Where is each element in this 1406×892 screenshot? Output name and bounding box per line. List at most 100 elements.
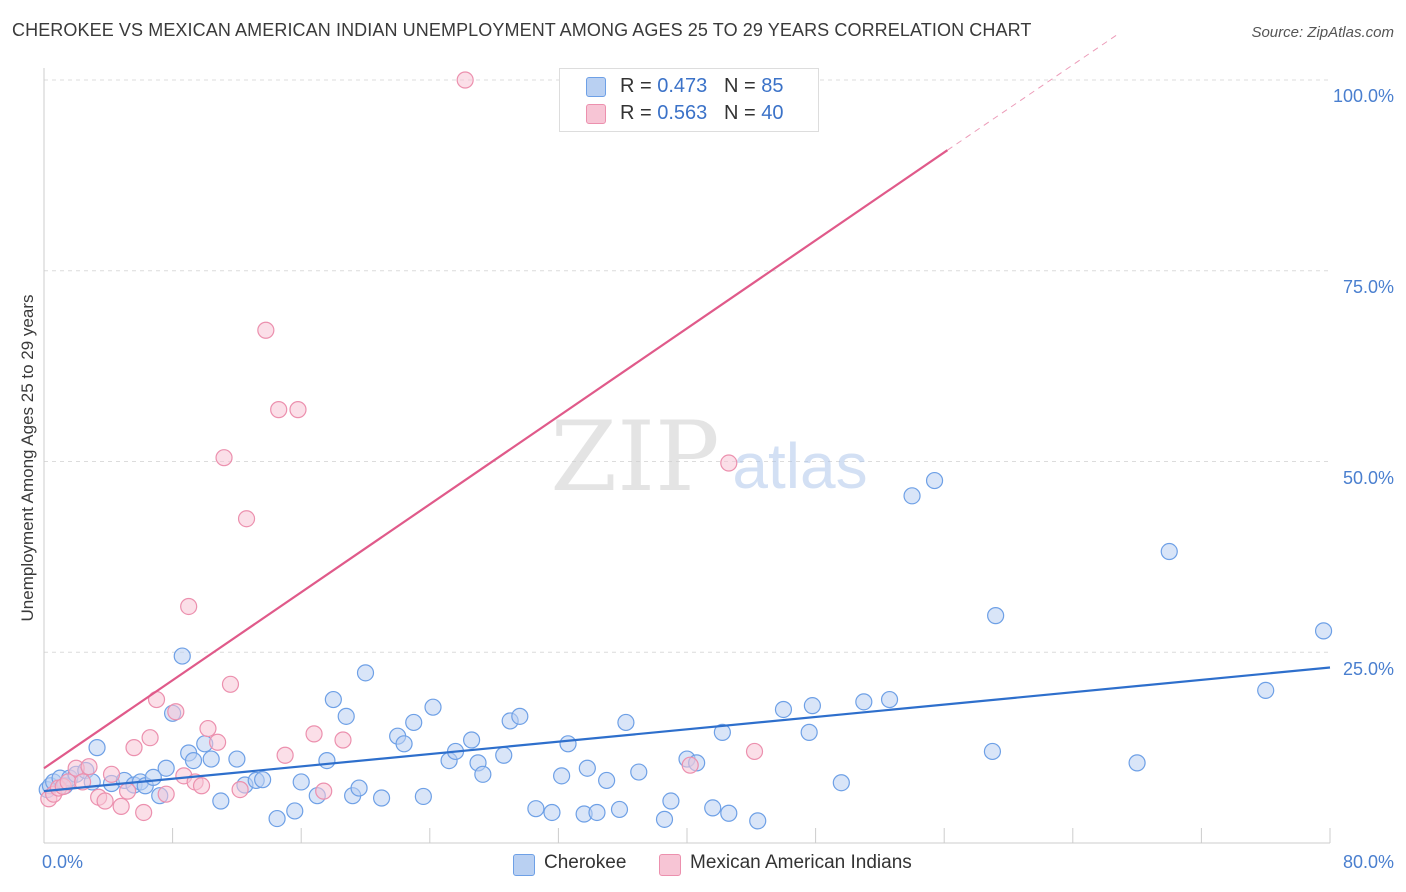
cherokee-point bbox=[588, 803, 606, 822]
mexican-american-indians-point bbox=[125, 739, 143, 757]
watermark-zip: ZIP bbox=[550, 401, 719, 513]
grid-lines bbox=[44, 79, 1330, 653]
cherokee-point bbox=[495, 746, 513, 764]
correlation-legend: R = 0.473 N = 85 R = 0.563 N = 40 bbox=[559, 68, 819, 132]
cherokee-point bbox=[610, 800, 629, 819]
trend-lines bbox=[43, 33, 1331, 793]
cherokee-point bbox=[286, 802, 304, 820]
mexican-american-indians-point bbox=[456, 71, 474, 89]
mexican-american-indians-point bbox=[167, 703, 185, 721]
cherokee-point bbox=[832, 774, 850, 792]
mexican-american-indians-legend-swatch bbox=[659, 854, 681, 876]
mexican-american-indians-point bbox=[221, 675, 240, 693]
source-label: Source: ZipAtlas.com bbox=[1251, 24, 1394, 41]
mexican-american-indians-point bbox=[315, 782, 333, 800]
mexican-american-indians-point bbox=[192, 777, 211, 795]
cherokee-point bbox=[462, 731, 481, 749]
mexican-american-indians-point bbox=[289, 401, 307, 419]
cherokee-point bbox=[983, 742, 1002, 761]
mexican-american-indians-point bbox=[80, 758, 98, 776]
cherokee-point bbox=[720, 804, 738, 822]
cherokee-point bbox=[395, 735, 413, 753]
chart-title: CHEROKEE VS MEXICAN AMERICAN INDIAN UNEM… bbox=[12, 20, 1032, 40]
cherokee-point bbox=[212, 792, 230, 810]
cherokee-point bbox=[424, 698, 442, 716]
cherokee-swatch bbox=[586, 77, 606, 97]
cherokee-point bbox=[803, 697, 821, 715]
cherokee-legend-label: Cherokee bbox=[544, 852, 627, 873]
r-value-mexican-american-indians: 0.563 bbox=[657, 102, 708, 124]
n-label: N = bbox=[723, 102, 756, 124]
cherokee-point bbox=[254, 771, 272, 789]
cherokee-point bbox=[372, 789, 391, 807]
watermark-atlas: atlas bbox=[732, 430, 867, 502]
cherokee-point bbox=[268, 809, 286, 828]
cherokee-point bbox=[987, 607, 1005, 625]
n-value-mexican-american-indians: 40 bbox=[761, 102, 784, 124]
cherokee-point bbox=[511, 707, 529, 725]
cherokee-point bbox=[598, 771, 616, 790]
cherokee-legend-swatch bbox=[513, 854, 535, 876]
mexican-american-indians-point bbox=[276, 746, 294, 764]
n-value-cherokee: 85 bbox=[761, 75, 784, 97]
cherokee-point bbox=[157, 759, 175, 777]
y-tick-label-75: 75.0% bbox=[1342, 277, 1394, 297]
mexican-american-indians-point bbox=[180, 597, 198, 616]
cherokee-point bbox=[553, 767, 571, 785]
mexican-american-indians-point bbox=[237, 510, 256, 528]
cherokee-point bbox=[474, 765, 492, 783]
cherokee-point bbox=[655, 810, 674, 828]
cherokee-point bbox=[350, 779, 368, 797]
r-label: R = bbox=[620, 75, 652, 97]
cherokee-point bbox=[704, 799, 722, 817]
watermark: ZIP atlas bbox=[550, 401, 867, 513]
r-value-cherokee: 0.473 bbox=[657, 75, 708, 97]
cherokee-point bbox=[855, 693, 873, 711]
cherokee-point bbox=[202, 750, 220, 768]
n-label: N = bbox=[723, 75, 756, 97]
cherokee-point bbox=[405, 713, 423, 732]
mexican-american-indians-point bbox=[96, 792, 114, 810]
mexican-american-indians-point bbox=[231, 780, 249, 799]
cherokee-point bbox=[617, 713, 635, 732]
cherokee-point bbox=[88, 739, 106, 757]
mexican-american-indians-point bbox=[720, 454, 738, 472]
cherokee-point bbox=[774, 700, 793, 719]
mexican-american-indians-point bbox=[199, 719, 217, 738]
mexican-american-indians-point bbox=[112, 797, 130, 815]
cherokee-point bbox=[903, 487, 921, 505]
cherokee-point bbox=[543, 803, 561, 822]
cherokee-point bbox=[324, 690, 342, 709]
mexican-american-indians-point bbox=[334, 731, 352, 749]
cherokee-point bbox=[318, 751, 336, 770]
r-label: R = bbox=[620, 102, 652, 124]
data-points bbox=[38, 71, 1333, 830]
mexican-american-indians-point bbox=[257, 321, 275, 339]
cherokee-point bbox=[292, 773, 310, 791]
cherokee-point bbox=[630, 763, 648, 781]
mexican-american-indians-point bbox=[215, 449, 233, 467]
mexican-american-indians-swatch bbox=[586, 104, 606, 124]
cherokee-point bbox=[749, 812, 767, 830]
mexican-american-indians-point bbox=[118, 782, 137, 800]
mexican-american-indians-trend-line bbox=[43, 149, 949, 770]
cherokee-point bbox=[800, 723, 818, 741]
mexican-american-indians-point bbox=[745, 742, 764, 761]
y-tick-label-50: 50.0% bbox=[1342, 468, 1394, 488]
mexican-american-indians-point bbox=[681, 756, 699, 774]
mexican-american-indians-point bbox=[135, 803, 153, 822]
mexican-american-indians-point bbox=[141, 729, 159, 747]
cherokee-trend-line bbox=[43, 666, 1331, 793]
x-tick-label-min: 0.0% bbox=[42, 852, 84, 872]
cherokee-point bbox=[527, 800, 545, 818]
cherokee-point bbox=[414, 787, 432, 806]
cherokee-point bbox=[337, 707, 355, 725]
mexican-american-indians-point bbox=[270, 401, 288, 419]
cherokee-point bbox=[713, 723, 731, 741]
cherokee-point bbox=[228, 750, 246, 768]
mexican-american-indians-point bbox=[305, 725, 323, 743]
cherokee-point bbox=[1128, 754, 1146, 772]
cherokee-point bbox=[184, 751, 203, 770]
cherokee-point bbox=[925, 471, 944, 490]
